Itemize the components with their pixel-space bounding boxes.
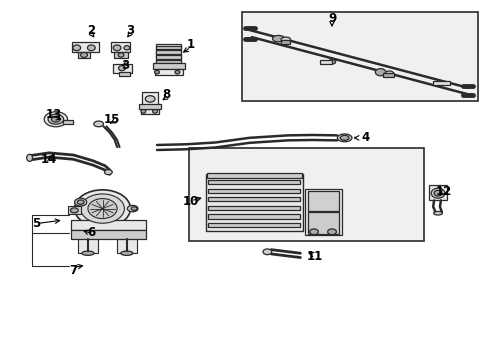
Bar xyxy=(188,148,424,241)
Text: 2: 2 xyxy=(87,24,95,37)
Text: 12: 12 xyxy=(435,185,451,198)
Bar xyxy=(242,12,477,102)
Ellipse shape xyxy=(87,45,95,51)
Ellipse shape xyxy=(113,45,121,51)
Text: 10: 10 xyxy=(183,195,199,208)
Bar xyxy=(156,60,181,63)
Ellipse shape xyxy=(73,45,81,51)
Text: 14: 14 xyxy=(41,153,57,166)
Ellipse shape xyxy=(175,70,180,74)
Bar xyxy=(114,52,127,58)
Bar xyxy=(113,64,131,73)
Ellipse shape xyxy=(74,198,86,206)
Ellipse shape xyxy=(81,53,87,58)
Ellipse shape xyxy=(281,37,290,42)
Ellipse shape xyxy=(340,135,348,140)
Bar xyxy=(117,238,136,253)
Text: 15: 15 xyxy=(104,113,120,126)
Text: 5: 5 xyxy=(32,217,41,230)
Ellipse shape xyxy=(337,134,351,142)
Bar xyxy=(156,44,181,64)
Ellipse shape xyxy=(70,208,78,213)
Bar xyxy=(206,173,301,178)
Ellipse shape xyxy=(74,190,130,227)
Bar xyxy=(207,206,300,210)
Ellipse shape xyxy=(27,154,32,161)
Bar xyxy=(319,60,331,64)
Ellipse shape xyxy=(123,46,129,50)
Bar xyxy=(156,50,181,54)
Text: 7: 7 xyxy=(69,264,77,276)
Ellipse shape xyxy=(154,70,159,74)
Bar xyxy=(72,42,99,53)
Bar xyxy=(305,189,341,235)
Text: 11: 11 xyxy=(306,250,323,263)
Text: 3: 3 xyxy=(126,24,134,37)
Ellipse shape xyxy=(145,96,155,102)
Ellipse shape xyxy=(384,71,393,76)
Bar xyxy=(142,93,158,105)
Text: 1: 1 xyxy=(186,38,195,51)
Bar xyxy=(207,223,300,227)
Text: 8: 8 xyxy=(162,89,170,102)
Text: 3: 3 xyxy=(121,59,129,72)
Bar xyxy=(207,197,300,202)
Ellipse shape xyxy=(118,53,123,57)
Ellipse shape xyxy=(51,116,60,122)
Ellipse shape xyxy=(48,114,63,124)
Bar xyxy=(382,73,393,77)
Ellipse shape xyxy=(104,170,112,175)
Bar xyxy=(205,174,302,231)
Bar xyxy=(111,42,130,53)
Bar xyxy=(156,46,181,49)
Bar xyxy=(307,212,339,234)
Ellipse shape xyxy=(327,229,336,235)
Bar xyxy=(78,52,90,58)
Ellipse shape xyxy=(88,199,117,219)
Text: 13: 13 xyxy=(46,108,62,121)
Bar xyxy=(207,214,300,219)
Bar xyxy=(141,109,159,114)
Ellipse shape xyxy=(374,69,385,76)
Bar xyxy=(67,206,81,214)
Ellipse shape xyxy=(127,205,138,212)
Ellipse shape xyxy=(430,188,444,198)
Bar xyxy=(71,220,146,230)
Bar xyxy=(62,120,73,124)
Bar xyxy=(281,40,289,44)
Bar xyxy=(307,192,339,211)
Ellipse shape xyxy=(121,251,133,255)
Ellipse shape xyxy=(141,110,145,113)
Text: 6: 6 xyxy=(87,226,95,239)
Bar xyxy=(207,180,300,184)
Ellipse shape xyxy=(131,207,137,210)
Ellipse shape xyxy=(94,121,103,127)
Ellipse shape xyxy=(433,190,441,196)
Ellipse shape xyxy=(272,35,284,42)
Ellipse shape xyxy=(328,60,335,64)
Ellipse shape xyxy=(44,112,67,127)
Text: 4: 4 xyxy=(361,131,369,144)
Ellipse shape xyxy=(309,229,318,235)
Bar xyxy=(119,72,129,76)
Bar xyxy=(432,81,449,85)
Bar xyxy=(207,189,300,193)
Ellipse shape xyxy=(118,66,125,71)
Bar xyxy=(153,63,184,69)
Bar xyxy=(428,185,446,201)
Ellipse shape xyxy=(433,211,442,215)
Ellipse shape xyxy=(77,200,84,204)
Ellipse shape xyxy=(81,194,124,223)
Ellipse shape xyxy=(152,110,157,113)
Ellipse shape xyxy=(263,249,271,255)
Ellipse shape xyxy=(81,251,94,255)
Text: 9: 9 xyxy=(327,12,335,25)
Bar xyxy=(139,104,161,109)
Bar xyxy=(156,55,181,59)
Bar xyxy=(154,69,183,75)
Bar xyxy=(78,238,98,253)
Bar xyxy=(71,230,146,239)
